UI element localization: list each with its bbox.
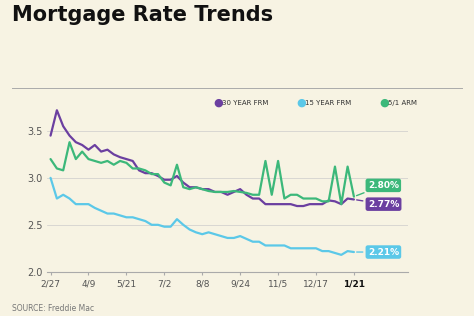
Text: ●: ● — [213, 98, 223, 108]
Text: 5/1 ARM: 5/1 ARM — [388, 100, 417, 106]
Text: 2.80%: 2.80% — [356, 181, 399, 196]
Text: SOURCE: Freddie Mac: SOURCE: Freddie Mac — [12, 304, 94, 313]
Text: 2.21%: 2.21% — [357, 247, 399, 257]
Text: 30 YEAR FRM: 30 YEAR FRM — [222, 100, 268, 106]
Text: ●: ● — [379, 98, 389, 108]
Text: ●: ● — [296, 98, 306, 108]
Text: Mortgage Rate Trends: Mortgage Rate Trends — [12, 5, 273, 25]
Text: 2.77%: 2.77% — [356, 200, 399, 209]
Text: 15 YEAR FRM: 15 YEAR FRM — [305, 100, 351, 106]
